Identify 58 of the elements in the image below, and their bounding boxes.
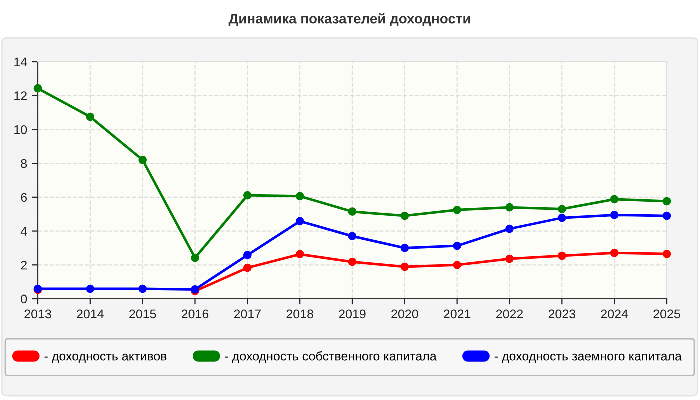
- point: [86, 284, 95, 294]
- point: [558, 205, 566, 214]
- x-tick-label: 2014: [77, 310, 104, 319]
- point: [296, 250, 304, 259]
- point: [558, 252, 566, 260]
- y-tick-label: 12: [14, 92, 27, 100]
- y-tick-label: 10: [14, 126, 28, 134]
- point: [400, 244, 410, 252]
- point: [348, 208, 357, 216]
- legend-label: - доходность собственного капитала: [225, 351, 437, 364]
- x-tick-label: 2020: [392, 310, 418, 319]
- point: [558, 214, 566, 222]
- x-tick-label: 2018: [286, 310, 314, 319]
- x-tick-label: 2015: [130, 310, 156, 319]
- point: [244, 191, 252, 200]
- point: [610, 248, 619, 258]
- point: [506, 224, 514, 234]
- point: [296, 192, 304, 201]
- x-tick-label: 2013: [24, 310, 52, 319]
- x-tick-label: 2022: [496, 310, 524, 319]
- point: [86, 112, 95, 122]
- point: [348, 258, 357, 266]
- x-tick-label: 2019: [339, 310, 366, 319]
- point: [662, 197, 672, 206]
- x-tick-label: 2021: [444, 310, 471, 319]
- y-tick-label: 14: [14, 58, 28, 67]
- point: [506, 203, 514, 212]
- point: [453, 242, 462, 250]
- y-tick-label: 6: [21, 193, 28, 202]
- point: [506, 254, 514, 264]
- x-tick-label: 2017: [234, 310, 261, 319]
- point: [400, 262, 410, 272]
- point: [138, 156, 147, 164]
- legend-label: - доходность активов: [44, 354, 167, 364]
- chart-title: Динамика показателей доходности: [228, 13, 470, 26]
- point: [453, 260, 462, 270]
- x-tick-label: 2025: [654, 310, 680, 319]
- y-tick-label: 0: [21, 294, 28, 304]
- y-tick-label: 8: [21, 159, 28, 168]
- x-tick-label: 2023: [548, 310, 576, 319]
- point: [610, 211, 619, 220]
- point: [244, 251, 252, 260]
- y-tick-label: 2: [21, 260, 27, 270]
- point: [296, 217, 304, 226]
- x-tick-label: 2024: [601, 310, 628, 319]
- point: [348, 232, 357, 241]
- point: [138, 284, 147, 294]
- point: [244, 264, 252, 272]
- legend-label: - доходность заемного капитала: [494, 354, 682, 364]
- point: [610, 195, 619, 204]
- point: [662, 212, 672, 220]
- point: [34, 84, 42, 93]
- y-tick-label: 4: [20, 227, 28, 236]
- point: [453, 206, 462, 214]
- point: [662, 250, 672, 258]
- point: [191, 254, 200, 262]
- point: [400, 212, 410, 220]
- x-tick-label: 2016: [182, 310, 209, 319]
